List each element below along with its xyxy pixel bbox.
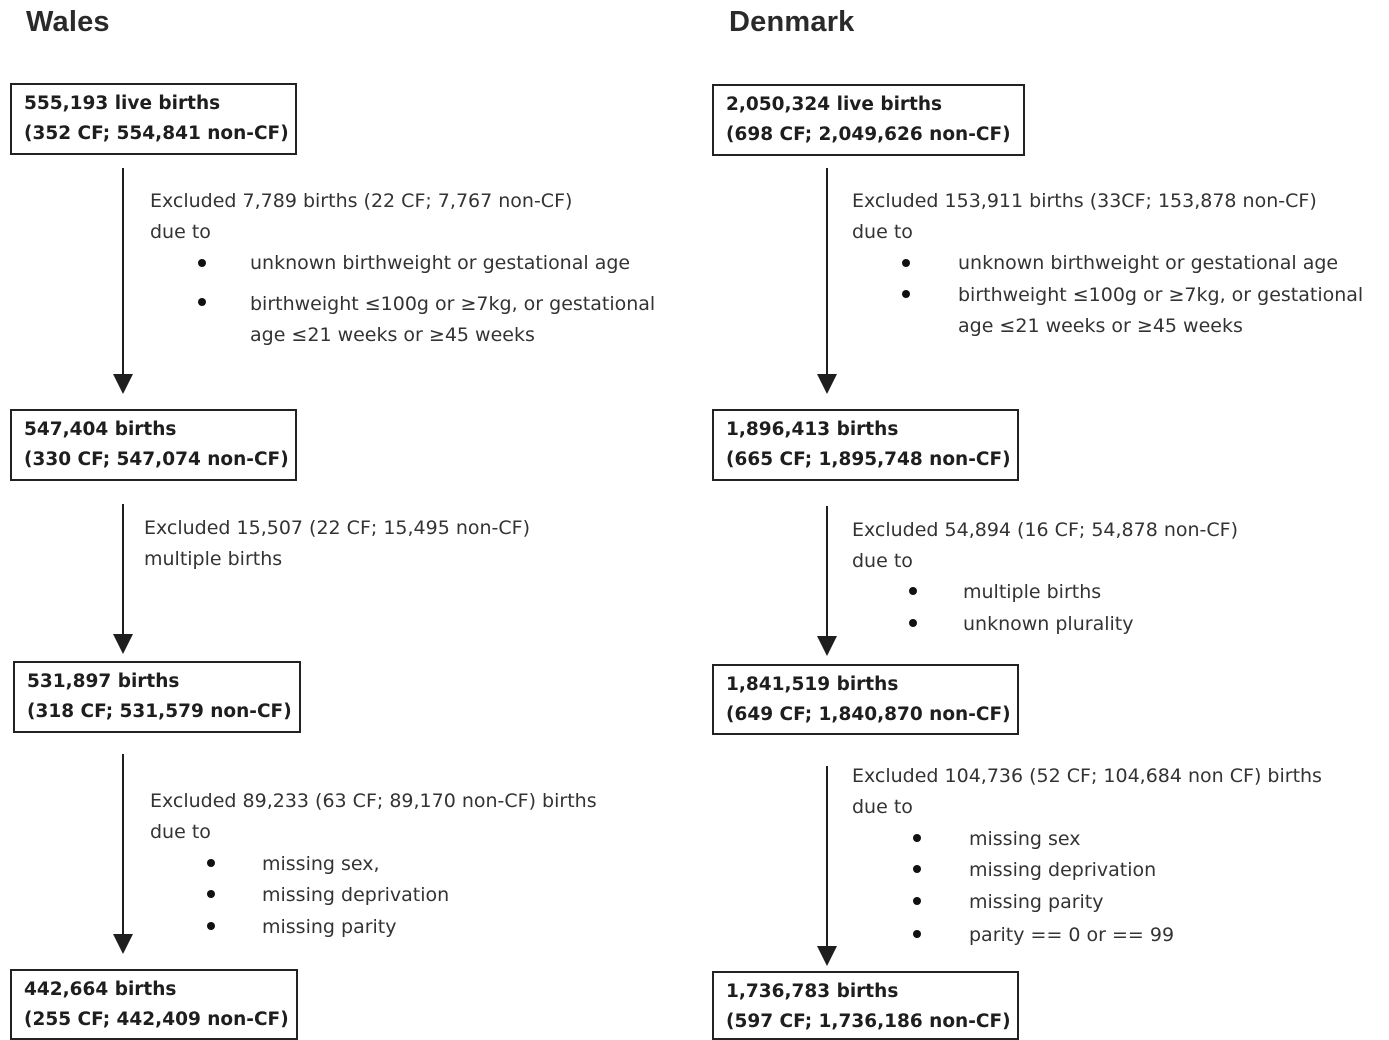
denmark-excl2-line2: due to	[852, 550, 913, 572]
denmark-box2-line1: 1,896,413 births	[726, 419, 899, 440]
denmark-box-births-3: 1,841,519 births (649 CF; 1,840,870 non-…	[712, 664, 1019, 735]
wales-excl1-bullet-2-cont: age ≤21 weeks or ≥45 weeks	[250, 324, 535, 346]
denmark-excl2-line1: Excluded 54,894 (16 CF; 54,878 non-CF)	[852, 519, 1239, 541]
denmark-box4-line1: 1,736,783 births	[726, 981, 899, 1002]
denmark-box3-line1: 1,841,519 births	[726, 674, 899, 695]
wales-box-live-births: 555,193 live births (352 CF; 554,841 non…	[10, 83, 297, 155]
denmark-arrow-2	[817, 506, 837, 656]
bullet-icon	[207, 922, 215, 930]
denmark-excl1-line2: due to	[852, 221, 913, 243]
denmark-box3-line2: (649 CF; 1,840,870 non-CF)	[726, 704, 1011, 725]
denmark-box-live-births: 2,050,324 live births (698 CF; 2,049,626…	[712, 84, 1025, 156]
wales-box3-line2: (318 CF; 531,579 non-CF)	[27, 701, 292, 722]
denmark-box1-line1: 2,050,324 live births	[726, 94, 943, 115]
bullet-icon	[902, 259, 910, 267]
wales-box-births-3: 531,897 births (318 CF; 531,579 non-CF)	[13, 661, 301, 733]
wales-excl3-line1: Excluded 89,233 (63 CF; 89,170 non-CF) b…	[150, 790, 597, 812]
bullet-icon	[913, 930, 921, 938]
wales-box2-line1: 547,404 births	[24, 419, 177, 440]
denmark-excl1-bullet-2-cont: age ≤21 weeks or ≥45 weeks	[958, 315, 1243, 337]
wales-arrow-2	[113, 504, 133, 654]
bullet-icon	[207, 890, 215, 898]
denmark-excl3-bullet-2: missing deprivation	[969, 859, 1157, 881]
bullet-icon	[198, 259, 206, 267]
wales-excl1-bullet-2: birthweight ≤100g or ≥7kg, or gestationa…	[250, 293, 656, 315]
wales-box3-line1: 531,897 births	[27, 671, 180, 692]
wales-excl1-bullet-1: unknown birthweight or gestational age	[250, 252, 631, 274]
denmark-box-births-2: 1,896,413 births (665 CF; 1,895,748 non-…	[712, 409, 1019, 481]
denmark-excl2-bullet-2: unknown plurality	[963, 613, 1134, 635]
denmark-title: Denmark	[729, 6, 855, 38]
bullet-icon	[909, 619, 917, 627]
wales-box-births-final: 442,664 births (255 CF; 442,409 non-CF)	[10, 969, 298, 1040]
wales-excl3-bullet-2: missing deprivation	[262, 884, 450, 906]
wales-excl3-bullet-1: missing sex,	[262, 853, 380, 875]
denmark-box1-line2: (698 CF; 2,049,626 non-CF)	[726, 124, 1011, 145]
denmark-exclusion-1: Excluded 153,911 births (33CF; 153,878 n…	[852, 186, 1317, 248]
bullet-icon	[198, 298, 206, 306]
wales-excl2-line1: Excluded 15,507 (22 CF; 15,495 non-CF)	[144, 517, 531, 539]
denmark-excl3-bullet-4: parity == 0 or == 99	[969, 924, 1175, 946]
denmark-excl3-line1: Excluded 104,736 (52 CF; 104,684 non CF)…	[852, 765, 1322, 787]
denmark-arrow-1	[817, 168, 837, 394]
wales-excl2-line2: multiple births	[144, 548, 283, 570]
denmark-excl3-bullet-3: missing parity	[969, 891, 1104, 913]
wales-box-births-2: 547,404 births (330 CF; 547,074 non-CF)	[10, 409, 297, 481]
wales-exclusion-1: Excluded 7,789 births (22 CF; 7,767 non-…	[150, 186, 572, 248]
bullet-icon	[913, 865, 921, 873]
denmark-excl1-bullet-1: unknown birthweight or gestational age	[958, 252, 1339, 274]
wales-box4-line2: (255 CF; 442,409 non-CF)	[24, 1009, 289, 1030]
wales-exclusion-3: Excluded 89,233 (63 CF; 89,170 non-CF) b…	[150, 786, 597, 848]
denmark-exclusion-2: Excluded 54,894 (16 CF; 54,878 non-CF) d…	[852, 515, 1238, 577]
denmark-excl1-bullet-2: birthweight ≤100g or ≥7kg, or gestationa…	[958, 284, 1364, 306]
wales-box2-line2: (330 CF; 547,074 non-CF)	[24, 449, 289, 470]
wales-excl3-bullet-3: missing parity	[262, 916, 397, 938]
denmark-excl3-bullet-1: missing sex	[969, 828, 1081, 850]
bullet-icon	[909, 587, 917, 595]
wales-arrow-3	[113, 754, 133, 954]
bullet-icon	[207, 859, 215, 867]
wales-excl1-line1: Excluded 7,789 births (22 CF; 7,767 non-…	[150, 190, 573, 212]
wales-title: Wales	[26, 6, 110, 38]
wales-box1-line1: 555,193 live births	[24, 93, 221, 114]
bullet-icon	[902, 290, 910, 298]
denmark-box-births-final: 1,736,783 births (597 CF; 1,736,186 non-…	[712, 971, 1019, 1040]
wales-arrow-1	[113, 168, 133, 394]
denmark-excl3-line2: due to	[852, 796, 913, 818]
wales-box4-line1: 442,664 births	[24, 979, 177, 1000]
denmark-exclusion-3: Excluded 104,736 (52 CF; 104,684 non CF)…	[852, 761, 1322, 823]
denmark-excl2-bullet-1: multiple births	[963, 581, 1102, 603]
wales-exclusion-2: Excluded 15,507 (22 CF; 15,495 non-CF) m…	[144, 513, 530, 575]
denmark-excl1-line1: Excluded 153,911 births (33CF; 153,878 n…	[852, 190, 1317, 212]
wales-excl1-line2: due to	[150, 221, 211, 243]
bullet-icon	[913, 897, 921, 905]
denmark-arrow-3	[817, 766, 837, 966]
denmark-box2-line2: (665 CF; 1,895,748 non-CF)	[726, 449, 1011, 470]
bullet-icon	[913, 834, 921, 842]
denmark-box4-line2: (597 CF; 1,736,186 non-CF)	[726, 1011, 1011, 1032]
wales-excl3-line2: due to	[150, 821, 211, 843]
wales-box1-line2: (352 CF; 554,841 non-CF)	[24, 123, 289, 144]
